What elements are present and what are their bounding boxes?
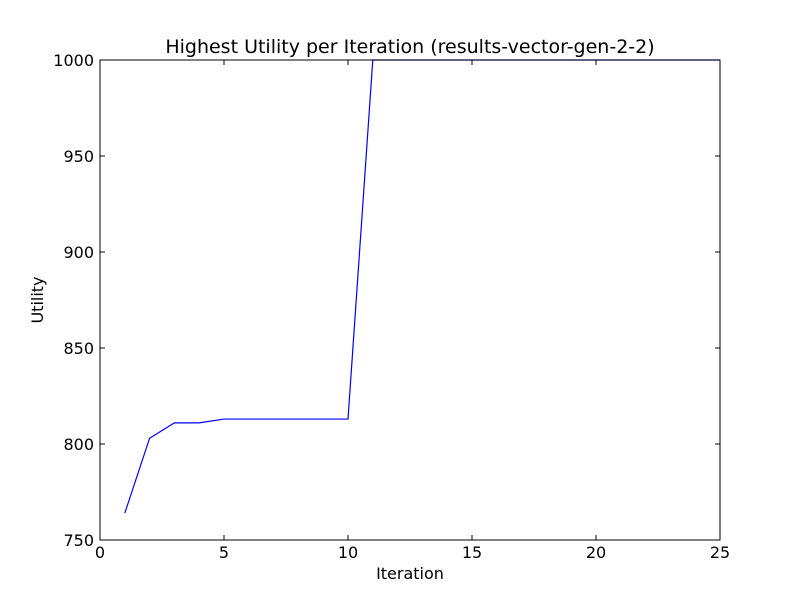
x-tick-label: 5 bbox=[219, 543, 229, 562]
x-tick-label: 25 bbox=[710, 543, 730, 562]
y-tick-label: 950 bbox=[63, 147, 94, 166]
series-line-0 bbox=[124, 59, 720, 514]
y-tick-label: 750 bbox=[63, 531, 94, 550]
x-tick-label: 15 bbox=[462, 543, 482, 562]
chart-title: Highest Utility per Iteration (results-v… bbox=[165, 36, 654, 58]
axes-frame bbox=[99, 59, 721, 541]
x-tick-label: 0 bbox=[95, 543, 105, 562]
y-tick-label: 800 bbox=[63, 435, 94, 454]
plot-area: 0 5 10 15 20 25 750 800 850 900 950 1000 bbox=[53, 51, 730, 562]
x-axis-label: Iteration bbox=[376, 564, 444, 583]
y-tick-label: 1000 bbox=[53, 51, 94, 70]
x-tick-label: 10 bbox=[338, 543, 358, 562]
y-axis-label: Utility bbox=[28, 276, 47, 323]
x-tick-label: 20 bbox=[586, 543, 606, 562]
y-tick-label: 900 bbox=[63, 243, 94, 262]
y-tick-label: 850 bbox=[63, 339, 94, 358]
